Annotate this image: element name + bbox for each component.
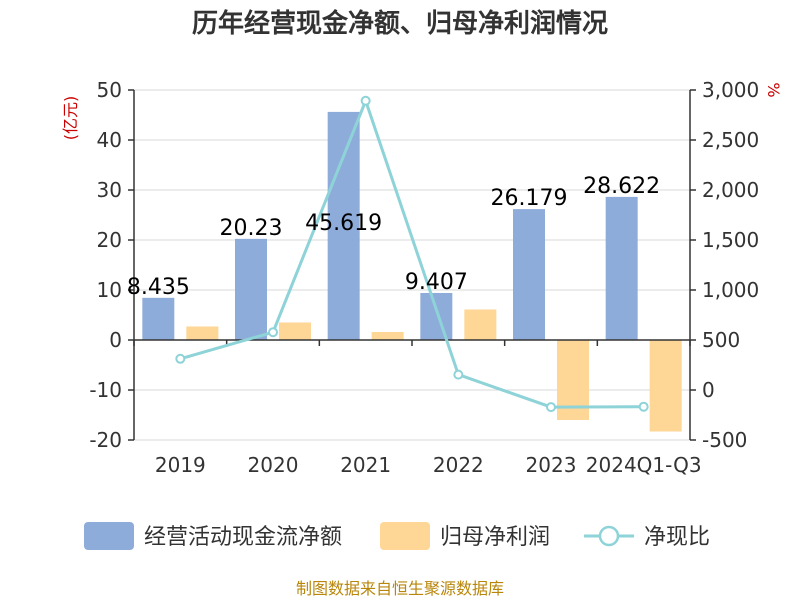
ratio-point-3 xyxy=(453,369,464,380)
right-axis-tick-label: 0 xyxy=(702,378,715,402)
left-axis-unit: (亿元) xyxy=(61,96,80,141)
bar-1-2 xyxy=(371,332,404,340)
x-axis-category-label: 2019 xyxy=(155,453,206,477)
left-axis-tick-label: -10 xyxy=(89,378,122,402)
right-axis-tick-label: 1,500 xyxy=(702,228,759,252)
axes: -20 -10 0 10 20 30 40 50 -500 0 500 1,000 1,500 2,000… xyxy=(89,78,759,477)
right-axis-tick-label: 2,000 xyxy=(702,178,759,202)
bar-1-0 xyxy=(186,326,219,340)
left-axis-tick-label: 20 xyxy=(97,228,122,252)
ratio-line-series xyxy=(175,95,649,413)
left-axis-tick-label: 50 xyxy=(97,78,122,102)
left-axis-tick-label: 40 xyxy=(97,128,122,152)
data-label: 28.622 xyxy=(583,174,660,199)
legend-swatch-0 xyxy=(84,522,134,550)
ratio-point-5 xyxy=(638,401,649,412)
legend: 经营活动现金流净额 归母净利润 净现比 xyxy=(84,522,710,550)
left-axis-tick-label: -20 xyxy=(89,428,122,452)
right-axis-tick-label: 2,500 xyxy=(702,128,759,152)
left-axis-tick-label: 0 xyxy=(109,328,122,352)
ratio-line xyxy=(179,96,644,409)
bar-0-3 xyxy=(420,292,453,340)
left-axis-tick-label: 10 xyxy=(97,278,122,302)
legend-label-0: 经营活动现金流净额 xyxy=(144,525,342,550)
ratio-point-2 xyxy=(360,95,371,106)
bar-0-4 xyxy=(513,209,545,340)
bar-0-5 xyxy=(605,196,638,340)
chart-title: 历年经营现金净额、归母净利润情况 xyxy=(192,8,608,39)
data-labels: 8.435 20.23 45.619 9.407 26.179 28.622 xyxy=(127,174,660,300)
source-note: 制图数据来自恒生聚源数据库 xyxy=(296,579,504,598)
right-axis-tick-label: -500 xyxy=(702,428,747,452)
bar-1-5 xyxy=(649,340,682,432)
data-label: 45.619 xyxy=(305,211,382,236)
legend-swatch-1 xyxy=(380,522,430,550)
right-axis-tick-label: 500 xyxy=(702,328,740,352)
x-axis-category-label: 2022 xyxy=(433,453,484,477)
legend-label-1: 归母净利润 xyxy=(440,525,550,550)
ratio-point-1 xyxy=(268,327,278,338)
data-label: 20.23 xyxy=(220,216,283,241)
x-axis-category-label: 2023 xyxy=(526,453,577,477)
x-axis-category-label: 2021 xyxy=(340,453,391,477)
ratio-point-0 xyxy=(175,353,186,364)
bar-1-1 xyxy=(279,322,311,340)
bar-series xyxy=(142,111,682,432)
right-axis-unit: % xyxy=(764,82,783,97)
left-axis-tick-label: 30 xyxy=(97,178,122,202)
right-axis-tick-label: 1,000 xyxy=(702,278,759,302)
data-label: 8.435 xyxy=(127,275,190,300)
bar-1-3 xyxy=(464,309,497,340)
legend-marker-2 xyxy=(598,525,620,547)
right-axis-tick-label: 3,000 xyxy=(702,78,759,102)
bar-0-0 xyxy=(142,297,175,340)
data-label: 9.407 xyxy=(405,270,468,295)
bar-0-1 xyxy=(235,238,267,340)
ratio-point-4 xyxy=(546,402,556,413)
legend-label-2: 净现比 xyxy=(644,525,710,550)
data-label: 26.179 xyxy=(491,186,568,211)
bar-0-2 xyxy=(327,111,360,340)
x-axis-category-label: 2024Q1-Q3 xyxy=(586,453,702,477)
x-axis-category-label: 2020 xyxy=(248,453,299,477)
